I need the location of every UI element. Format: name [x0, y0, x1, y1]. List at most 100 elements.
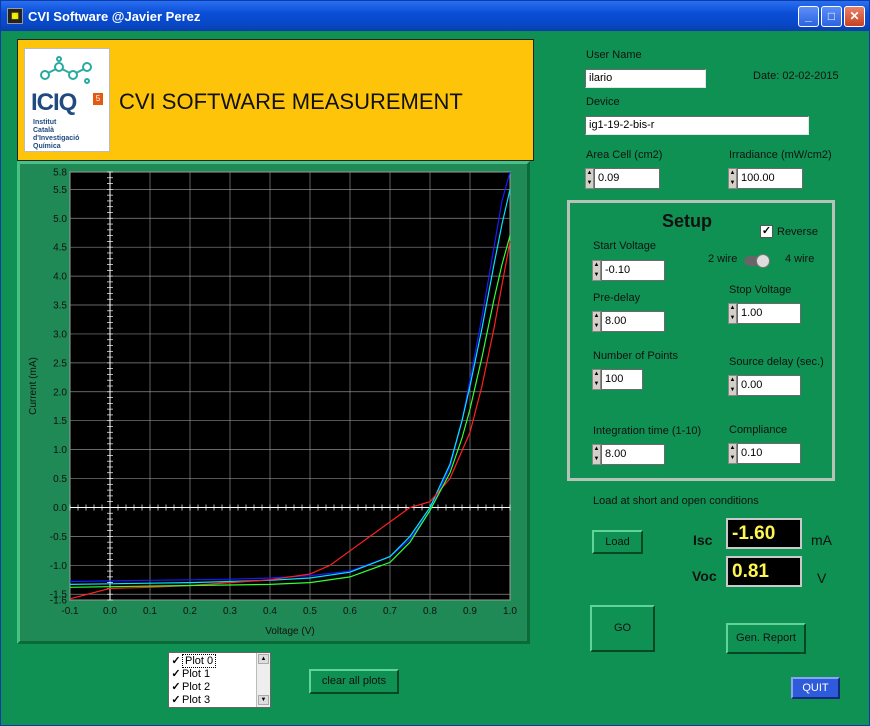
quit-button[interactable]: QUIT: [791, 677, 840, 699]
reverse-checkbox[interactable]: ✓: [760, 225, 773, 238]
molecule-icon: [40, 56, 92, 84]
check-icon[interactable]: ✓: [171, 681, 181, 693]
iv-chart-svg[interactable]: -0.1 0.0 0.1 0.2 0.3 0.4 0.5 0.6 0.7 0.8 0.9 1.0 -1.…: [20, 164, 527, 641]
start-voltage-spinner[interactable]: ▲ ▼: [592, 260, 601, 281]
irradiance-field[interactable]: 100.00: [737, 168, 803, 189]
stop-voltage-label: Stop Voltage: [729, 284, 792, 296]
plot-list-scrollbar[interactable]: ▲ ▼: [256, 653, 270, 707]
series-line-1: [69, 189, 511, 585]
clear-all-plots-button[interactable]: clear all plots: [309, 669, 399, 694]
scroll-down-icon[interactable]: ▼: [258, 695, 269, 705]
scroll-up-icon[interactable]: ▲: [258, 654, 269, 664]
y-tick-label: 1.5: [53, 416, 67, 427]
check-icon[interactable]: ✓: [171, 655, 181, 667]
irradiance-label: Irradiance (mW/cm2): [729, 149, 832, 161]
setup-title: Setup: [662, 211, 713, 231]
start-voltage-field[interactable]: -0.10: [601, 260, 665, 281]
integration-field[interactable]: 8.00: [601, 444, 665, 465]
stop-voltage-spinner[interactable]: ▲ ▼: [728, 303, 737, 324]
x-tick-label: 0.5: [303, 606, 317, 617]
gen-report-button[interactable]: Gen. Report: [726, 623, 806, 654]
integration-spinner[interactable]: ▲ ▼: [592, 444, 601, 465]
y-tick-label: 5.0: [53, 214, 67, 225]
y-tick-label: 0.0: [53, 503, 67, 514]
header-banner: ICIQ 5 Institut Català d'Investigació Qu…: [17, 39, 534, 161]
x-axis-label: Voltage (V): [265, 626, 314, 637]
x-tick-label: 0.6: [343, 606, 357, 617]
go-button[interactable]: GO: [590, 605, 655, 652]
four-wire-label: 4 wire: [785, 253, 815, 265]
points-field[interactable]: 100: [601, 369, 643, 390]
source-delay-spinner[interactable]: ▲ ▼: [728, 375, 737, 396]
iv-chart-frame: -0.1 0.0 0.1 0.2 0.3 0.4 0.5 0.6 0.7 0.8 0.9 1.0 -1.…: [17, 161, 530, 644]
series-line-3: [69, 235, 511, 588]
logo-badge: 5: [93, 93, 103, 105]
stop-voltage-field[interactable]: 1.00: [737, 303, 801, 324]
x-tick-label: -0.1: [61, 606, 79, 617]
plot-list-item[interactable]: ✓Plot 1: [171, 668, 211, 680]
irradiance-spinner[interactable]: ▲ ▼: [728, 168, 737, 189]
isc-label: Isc: [693, 532, 713, 548]
x-tick-label: 0.4: [263, 606, 277, 617]
iv-chart: -0.1 0.0 0.1 0.2 0.3 0.4 0.5 0.6 0.7 0.8 0.9 1.0 -1.…: [20, 164, 527, 641]
two-wire-label: 2 wire: [708, 253, 738, 265]
title-bar: ▦ CVI Software @Javier Perez _ □ ✕: [1, 1, 869, 31]
plot-list-item[interactable]: ✓Plot 2: [171, 681, 211, 693]
source-delay-field[interactable]: 0.00: [737, 375, 801, 396]
x-tick-label: 0.2: [183, 606, 197, 617]
y-tick-label: 5.5: [53, 185, 67, 196]
y-tick-label: -1.6: [50, 596, 68, 607]
plot-listbox[interactable]: ✓ Plot 0 ✓Plot 1 ✓Plot 2 ✓Plot 3 ▲ ▼: [168, 652, 271, 708]
x-tick-label: 0.3: [223, 606, 237, 617]
source-delay-label: Source delay (sec.): [729, 356, 824, 368]
plot-list-item[interactable]: ✓Plot 3: [171, 694, 211, 706]
x-tick-label: 1.0: [503, 606, 517, 617]
load-button[interactable]: Load: [592, 530, 643, 554]
x-tick-label: 0.9: [463, 606, 477, 617]
pre-delay-spinner[interactable]: ▲ ▼: [592, 311, 601, 332]
area-cell-field[interactable]: 0.09: [594, 168, 660, 189]
check-icon[interactable]: ✓: [171, 694, 181, 706]
series-line-0: [69, 171, 511, 583]
area-cell-label: Area Cell (cm2): [586, 149, 663, 161]
pre-delay-label: Pre-delay: [593, 292, 641, 304]
device-label: Device: [586, 96, 620, 108]
user-name-field[interactable]: ilario: [585, 69, 706, 88]
y-tick-label: -1.0: [50, 561, 68, 572]
minimize-button[interactable]: _: [798, 6, 819, 27]
points-spinner[interactable]: ▲ ▼: [592, 369, 601, 390]
app-icon: ▦: [7, 8, 23, 24]
y-tick-label: 0.5: [53, 474, 67, 485]
y-tick-label: 5.8: [53, 168, 67, 179]
points-label: Number of Points: [593, 350, 678, 362]
y-tick-label: 2.0: [53, 387, 67, 398]
y-tick-label: 4.5: [53, 243, 67, 254]
date-text: Date: 02-02-2015: [753, 70, 839, 82]
y-tick-label: 2.5: [53, 358, 67, 369]
voc-value: 0.81: [726, 556, 802, 587]
y-tick-label: 1.0: [53, 445, 67, 456]
window-title: CVI Software @Javier Perez: [28, 9, 201, 24]
check-icon[interactable]: ✓: [171, 668, 181, 680]
integration-label: Integration time (1-10): [593, 425, 702, 437]
voc-unit: V: [817, 570, 827, 586]
iciq-logo: ICIQ 5 Institut Català d'Investigació Qu…: [24, 48, 110, 152]
wire-toggle[interactable]: [744, 254, 770, 268]
maximize-button[interactable]: □: [821, 6, 842, 27]
compliance-field[interactable]: 0.10: [737, 443, 801, 464]
device-field[interactable]: ig1-19-2-bis-r: [585, 116, 809, 135]
x-tick-label: 0.0: [103, 606, 117, 617]
close-button[interactable]: ✕: [844, 6, 865, 27]
pre-delay-field[interactable]: 8.00: [601, 311, 665, 332]
user-name-label: User Name: [586, 49, 642, 61]
x-tick-label: 0.8: [423, 606, 437, 617]
area-spinner[interactable]: ▲ ▼: [585, 168, 594, 189]
x-tick-label: 0.1: [143, 606, 157, 617]
page-title: CVI SOFTWARE MEASUREMENT: [119, 89, 463, 114]
plot-area: [69, 171, 511, 601]
plot-list-item[interactable]: ✓ Plot 0: [170, 654, 258, 668]
x-tick-label: 0.7: [383, 606, 397, 617]
compliance-spinner[interactable]: ▲ ▼: [728, 443, 737, 464]
isc-unit: mA: [811, 532, 832, 548]
